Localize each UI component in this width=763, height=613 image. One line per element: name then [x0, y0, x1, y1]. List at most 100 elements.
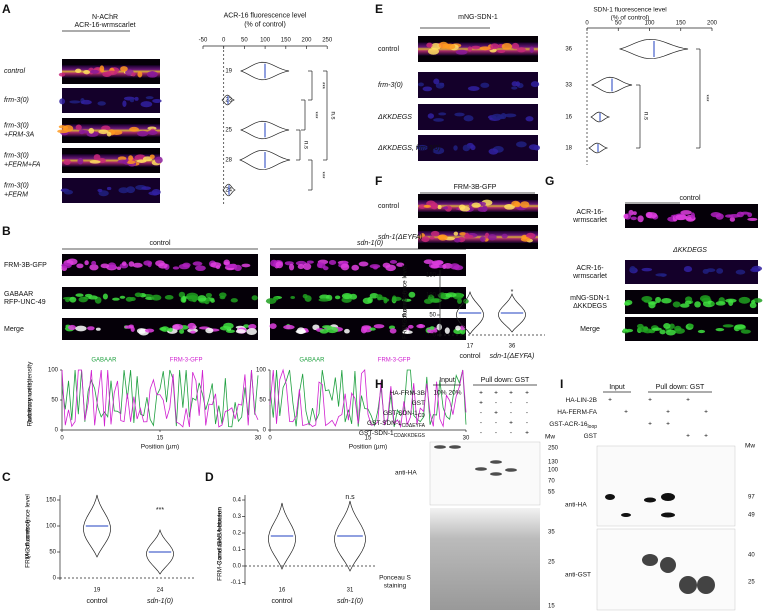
punctum [248, 323, 257, 330]
punctum [118, 187, 129, 194]
punctum [430, 263, 440, 269]
label: +FERM [4, 191, 28, 198]
punctum [97, 101, 106, 106]
punctum [225, 329, 235, 333]
punctum [75, 124, 82, 131]
label: frm-3(0) [4, 97, 29, 104]
label: GABAAR [4, 291, 33, 298]
band [621, 513, 631, 517]
row-label: GST-SDN-1CD [383, 410, 425, 420]
punctum [78, 129, 85, 135]
tick-label: 200 [707, 21, 718, 27]
panel-label: B [2, 224, 11, 238]
punctum [98, 129, 109, 135]
label: sdn-1(ΔEYFA) [490, 353, 535, 360]
row-label: GST-ACR-16loop [549, 421, 597, 431]
punctum [687, 323, 694, 328]
row-label-main: GST-SDN-1 [359, 430, 394, 437]
punctum [430, 43, 442, 50]
violin [588, 142, 609, 154]
punctum [75, 68, 82, 74]
punctum [408, 291, 416, 298]
label: Input [439, 377, 455, 384]
micrograph [623, 204, 758, 228]
punctum [58, 125, 67, 129]
punctum [432, 147, 445, 155]
n-label: 19 [225, 69, 232, 75]
label: wrmscarlet [572, 273, 607, 280]
punctum [190, 330, 196, 334]
punctum [385, 264, 396, 272]
punctum [728, 299, 734, 306]
punctum [328, 260, 337, 266]
lane-sign: + [608, 397, 612, 404]
label: Mw [545, 434, 555, 441]
lane-sign: + [648, 397, 652, 404]
punctum [511, 42, 520, 50]
punctum [471, 45, 481, 50]
tick-label: 50 [429, 313, 436, 319]
tick-label: 150 [46, 498, 57, 504]
band [475, 467, 487, 471]
punctum [455, 49, 468, 55]
micrograph [61, 254, 258, 276]
punctum [205, 292, 213, 298]
label: ACR-16-wrmscarlet [74, 22, 135, 29]
punctum [168, 327, 173, 333]
tick-label: -50 [199, 38, 208, 44]
label: n.s [642, 112, 648, 120]
mw-label: 49 [748, 513, 755, 519]
label: Position (µm) [349, 444, 387, 451]
tick-label: 100 [644, 21, 655, 27]
punctum [444, 43, 456, 50]
punctum [449, 263, 460, 270]
tick-label: 100 [46, 524, 57, 530]
label: *** [318, 171, 324, 179]
legend: FRM-3-GFP [378, 358, 411, 364]
row-label-main: GST [412, 400, 425, 407]
punctum [84, 260, 89, 266]
label: anti-HA [565, 502, 587, 509]
label: n.s [329, 111, 335, 119]
punctum [674, 328, 685, 334]
punctum [455, 325, 461, 331]
tick-label: 0.0 [233, 564, 242, 570]
punctum [269, 323, 277, 330]
row-label-main: GST-ACR-16 [549, 421, 588, 428]
punctum [525, 232, 536, 239]
punctum [344, 328, 350, 334]
label: SDN-1 fluorescence level [593, 7, 667, 14]
violin [591, 76, 633, 94]
legend: GABAAR [91, 358, 117, 364]
mw-label: 55 [548, 490, 555, 496]
punctum [747, 212, 753, 218]
punctum [326, 326, 339, 334]
panel-label: H [375, 377, 384, 391]
punctum [431, 260, 444, 266]
n-label: 19 [94, 588, 101, 594]
label: frm-3(0) [378, 82, 403, 89]
punctum [625, 328, 634, 333]
violin [221, 94, 235, 106]
violin [498, 293, 526, 333]
label: Pull down: GST [481, 377, 530, 384]
punctum [369, 327, 376, 331]
row-label-sub: CD [418, 413, 426, 419]
lane-sign: - [526, 400, 528, 407]
lane-sign: - [495, 430, 497, 437]
label: ACR-16 fluorescence level [224, 12, 307, 19]
tick-label: 100 [48, 368, 59, 374]
punctum [705, 268, 716, 273]
micrograph-bg [62, 88, 160, 113]
row-label: GST [584, 433, 597, 440]
punctum [645, 211, 653, 219]
label: ΔKKDEGS, frm-3(0) [377, 145, 441, 152]
row-label: GST [412, 400, 425, 407]
punctum [488, 148, 499, 155]
punctum [272, 296, 279, 301]
punctum [121, 261, 127, 266]
row-label-sub: loop [588, 424, 598, 430]
micrograph [621, 317, 758, 341]
violin [618, 38, 689, 60]
